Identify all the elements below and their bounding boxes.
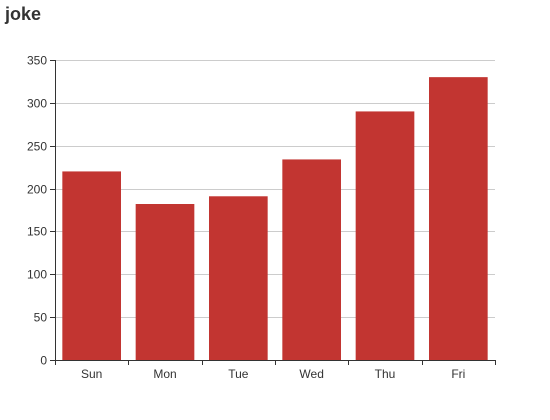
y-tick-label-250: 250: [27, 140, 47, 154]
bar-sun: [62, 171, 121, 360]
bar-wed: [282, 159, 341, 360]
bars: [62, 77, 488, 361]
bar-fri: [429, 77, 488, 361]
x-tick-label-tue: Tue: [228, 367, 249, 381]
y-tick-label-100: 100: [27, 268, 47, 282]
x-tick-label-sun: Sun: [81, 367, 102, 381]
tick-labels: 0 50 100 150 200 250 300 350 Sun Mon Tue Wed Thu Fri: [27, 54, 465, 382]
bar-tue: [209, 196, 268, 360]
y-tick-label-350: 350: [27, 54, 47, 68]
bar-mon: [135, 204, 195, 360]
chart-title: joke: [5, 4, 42, 24]
y-tick-label-300: 300: [27, 97, 47, 111]
y-tick-label-200: 200: [27, 183, 47, 197]
x-tick-label-wed: Wed: [299, 367, 323, 381]
x-tick-label-mon: Mon: [153, 367, 176, 381]
x-tick-label-thu: Thu: [375, 367, 396, 381]
x-tick-label-fri: Fri: [451, 367, 465, 381]
bar-thu: [355, 111, 415, 360]
grid-lines: [55, 60, 495, 318]
y-tick-label-150: 150: [27, 225, 47, 239]
y-tick-label-50: 50: [34, 311, 48, 325]
y-tick-label-0: 0: [40, 354, 47, 368]
axes: [50, 60, 496, 365]
